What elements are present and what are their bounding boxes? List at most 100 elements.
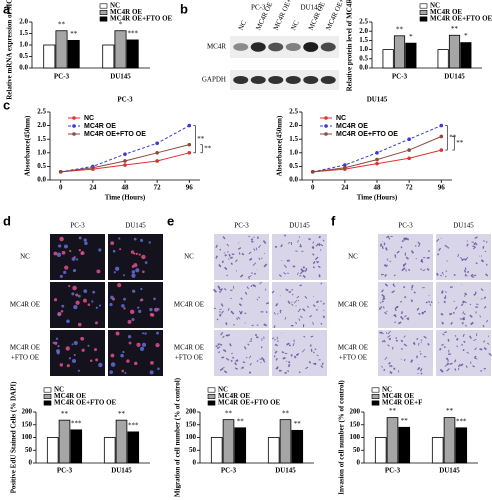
cell	[320, 322, 323, 325]
cell	[144, 261, 148, 264]
cell	[248, 371, 252, 374]
series-marker	[407, 156, 411, 161]
cell	[303, 335, 306, 338]
cell	[436, 238, 440, 243]
cell	[411, 288, 413, 291]
micrograph	[50, 282, 105, 328]
cell	[262, 240, 267, 244]
cell	[296, 295, 300, 299]
blot-band	[320, 76, 336, 84]
significance-label: ***	[127, 30, 138, 38]
x-tick-label: DU145	[110, 73, 131, 81]
bar	[103, 437, 116, 464]
cell	[122, 350, 125, 354]
cell	[251, 324, 254, 327]
cell	[114, 266, 120, 271]
cell	[94, 321, 98, 325]
cell	[121, 369, 125, 373]
blot-membrane	[230, 70, 339, 90]
cell	[155, 342, 160, 348]
cell	[253, 248, 256, 251]
cell	[281, 350, 285, 354]
cell	[314, 348, 317, 351]
blot-protein: GAPDH	[202, 76, 226, 84]
significance-label: *	[464, 32, 468, 40]
y-tick-label: 50	[189, 446, 197, 454]
blot-lane: NC	[289, 19, 300, 31]
cell	[223, 252, 226, 254]
bar	[43, 44, 56, 69]
cell	[127, 319, 132, 324]
series-marker	[407, 137, 411, 141]
cell	[252, 284, 257, 288]
micrograph	[436, 330, 492, 376]
cell	[215, 244, 218, 248]
cell	[230, 310, 235, 315]
micrograph	[436, 234, 491, 280]
cell	[457, 364, 461, 368]
y-tick-label: 100	[186, 433, 197, 441]
cell	[470, 273, 474, 277]
cell	[131, 317, 135, 322]
cell	[237, 316, 241, 320]
cell	[410, 359, 414, 363]
cell	[440, 274, 442, 277]
blot-band	[285, 76, 301, 84]
series-marker	[343, 165, 347, 170]
cell	[379, 243, 383, 247]
cell	[400, 246, 403, 249]
cell	[301, 349, 306, 353]
blot-band	[320, 42, 336, 52]
series-marker	[407, 148, 411, 152]
cell	[441, 321, 444, 325]
cell	[287, 272, 289, 275]
legend-swatch	[371, 387, 380, 393]
cell	[238, 310, 242, 314]
cell	[72, 359, 77, 364]
cell	[486, 319, 489, 323]
significance-label: **	[61, 410, 69, 418]
cell	[256, 359, 259, 363]
significance-bracket	[452, 136, 455, 151]
cell	[302, 274, 306, 279]
bar	[455, 427, 468, 464]
legend-label: MC4R OE+FTO OE	[336, 131, 398, 138]
cell	[417, 366, 421, 371]
micrograph	[271, 330, 327, 376]
row-label: NC	[184, 253, 194, 261]
cell	[304, 295, 308, 299]
cell	[450, 321, 453, 325]
cell	[403, 358, 406, 362]
legend-marker	[324, 116, 328, 120]
legend-marker	[324, 124, 328, 128]
cell	[314, 256, 319, 261]
cell	[439, 368, 444, 373]
bar	[70, 429, 83, 464]
cell	[381, 331, 384, 335]
cell	[393, 274, 396, 277]
cell	[150, 360, 154, 365]
cell	[470, 321, 474, 326]
cell	[238, 303, 243, 307]
cell	[310, 335, 314, 338]
micrograph-background	[50, 282, 105, 328]
cell	[218, 351, 221, 354]
cell	[298, 371, 301, 374]
cell	[401, 240, 404, 243]
cell	[212, 288, 217, 293]
bar	[437, 49, 449, 69]
blot-band	[303, 76, 319, 84]
cell	[59, 236, 64, 242]
cell	[312, 351, 315, 354]
legend-marker	[72, 124, 76, 128]
y-tick-label: 0.5	[359, 54, 368, 62]
cell	[384, 283, 389, 287]
cell	[309, 344, 312, 347]
cell	[128, 341, 132, 345]
cell	[284, 352, 288, 355]
legend-swatch	[99, 10, 108, 16]
y-tick-label: 2.0	[37, 121, 46, 129]
micrograph-background	[272, 234, 327, 280]
y-tick-label: 2.0	[19, 18, 28, 26]
